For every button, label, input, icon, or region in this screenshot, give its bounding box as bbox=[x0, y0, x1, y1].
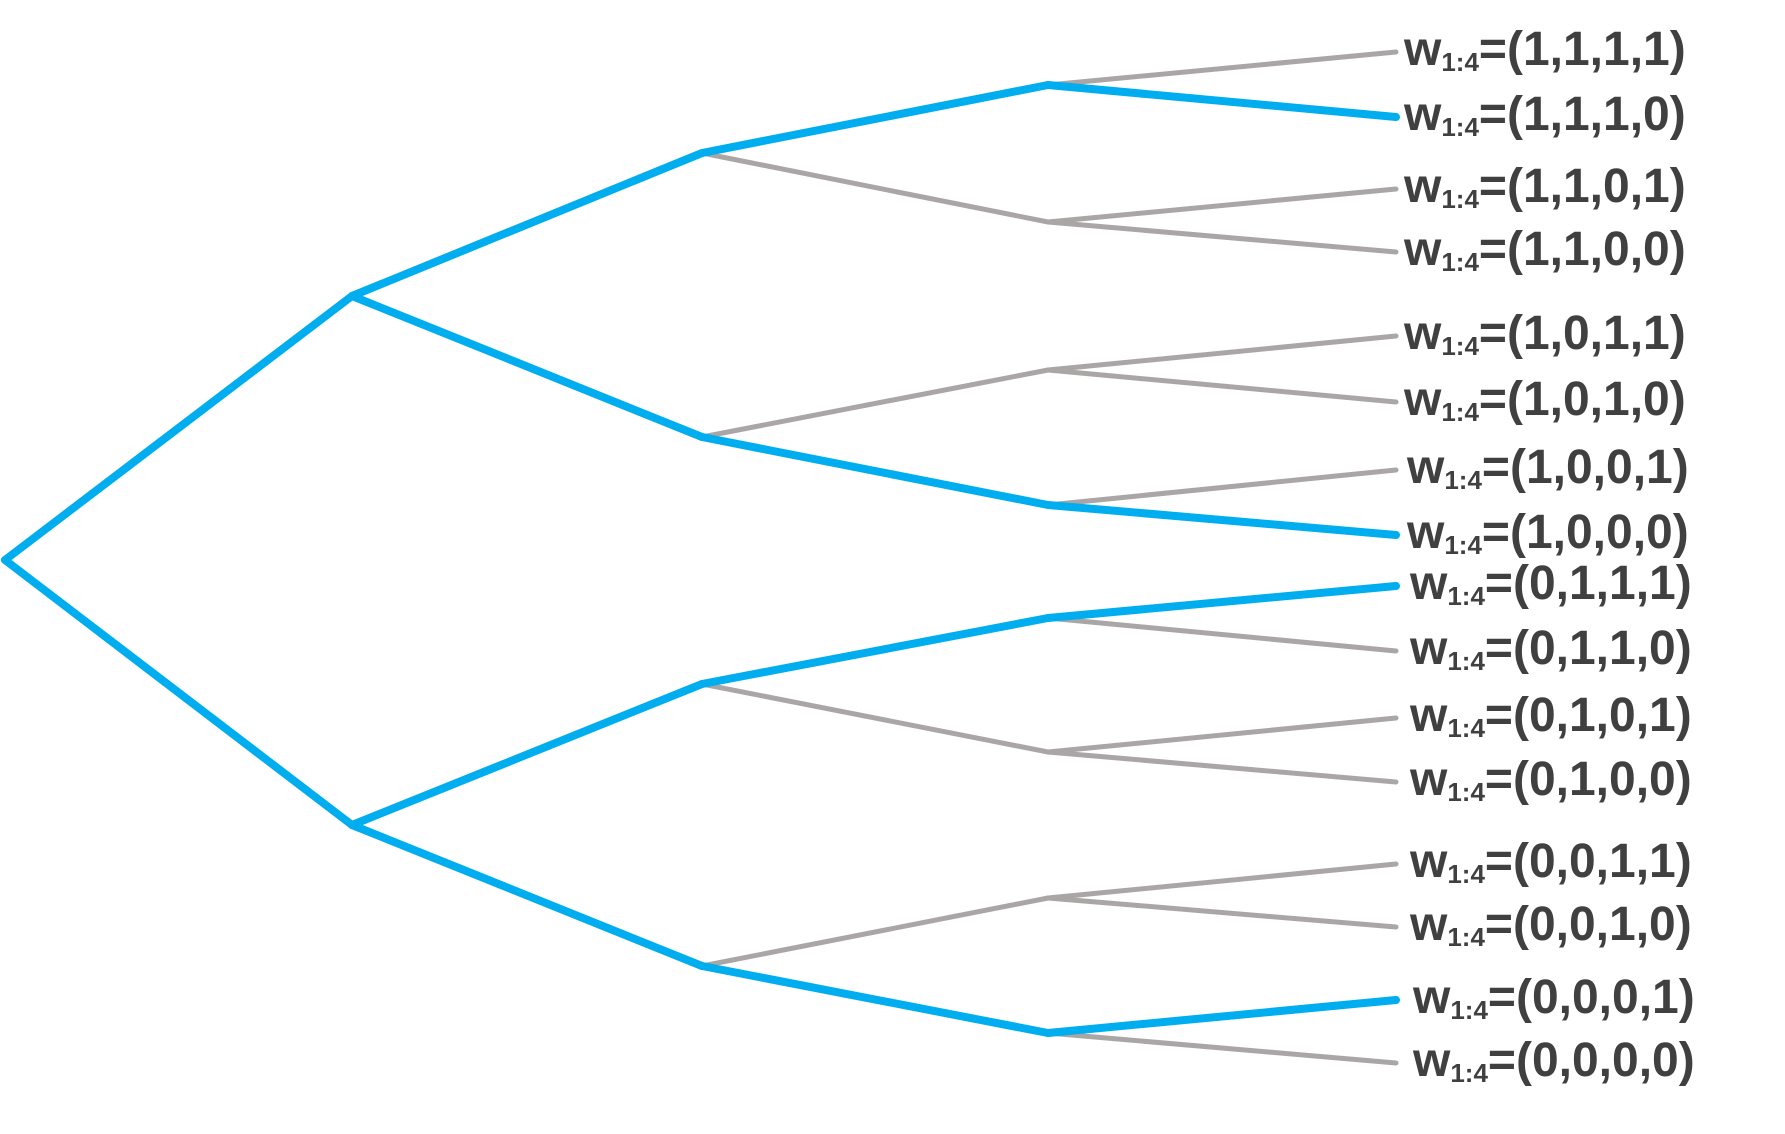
selected-tree-edge bbox=[348, 292, 706, 441]
tree-edge bbox=[1045, 186, 1399, 225]
tree-edge bbox=[1045, 49, 1399, 88]
selected-tree-edge bbox=[1, 292, 356, 564]
tree-edge bbox=[699, 150, 1051, 225]
leaf-label: w1:4=(0,1,0,0) bbox=[1410, 753, 1692, 808]
selected-tree-edge bbox=[698, 433, 1052, 509]
leaf-label: w1:4=(0,1,1,0) bbox=[1410, 622, 1692, 677]
selected-tree-edge bbox=[1044, 501, 1400, 539]
tree-edge bbox=[1045, 1030, 1399, 1066]
selected-tree-edge bbox=[698, 614, 1052, 688]
tree-edge bbox=[1045, 715, 1399, 755]
tree-edge bbox=[699, 681, 1051, 755]
leaf-label: w1:4=(1,0,0,1) bbox=[1407, 441, 1689, 496]
leaf-label: w1:4=(1,1,0,0) bbox=[1404, 223, 1686, 278]
selected-tree-edge bbox=[348, 680, 706, 829]
leaf-label: w1:4=(1,1,1,0) bbox=[1404, 88, 1686, 143]
selected-tree-edge bbox=[1044, 582, 1400, 622]
leaf-label: w1:4=(0,1,0,1) bbox=[1410, 689, 1692, 744]
tree-edge bbox=[1045, 895, 1399, 930]
leaf-label: w1:4=(1,0,1,1) bbox=[1404, 307, 1686, 362]
tree-edge bbox=[1045, 467, 1399, 508]
tree-edge bbox=[1045, 333, 1399, 373]
tree-edge bbox=[1045, 749, 1399, 785]
selected-tree-edge bbox=[348, 149, 706, 300]
tree-edge bbox=[699, 367, 1051, 440]
leaf-label: w1:4=(1,1,0,1) bbox=[1404, 160, 1686, 215]
leaf-label: w1:4=(0,0,1,0) bbox=[1410, 898, 1692, 953]
selected-tree-edge bbox=[1044, 81, 1400, 121]
leaf-label: w1:4=(0,0,0,1) bbox=[1413, 971, 1695, 1026]
tree-edge bbox=[1045, 219, 1399, 255]
tree-edge bbox=[1045, 615, 1399, 654]
tree-edge bbox=[699, 895, 1051, 969]
selected-tree-edge bbox=[348, 821, 706, 970]
selected-tree-edge bbox=[698, 81, 1052, 157]
leaf-label: w1:4=(0,0,1,1) bbox=[1410, 835, 1692, 890]
tree-edge bbox=[1045, 367, 1399, 405]
selected-tree-edge bbox=[1044, 996, 1400, 1037]
selected-tree-edge bbox=[1, 556, 356, 829]
selected-tree-edge bbox=[698, 962, 1052, 1037]
leaf-label: w1:4=(1,0,0,0) bbox=[1407, 506, 1689, 561]
leaf-label: w1:4=(1,0,1,0) bbox=[1404, 373, 1686, 428]
leaf-label: w1:4=(0,0,0,0) bbox=[1413, 1034, 1695, 1089]
leaf-label: w1:4=(0,1,1,1) bbox=[1410, 557, 1692, 612]
leaf-label: w1:4=(1,1,1,1) bbox=[1404, 23, 1686, 78]
tree-edge bbox=[1045, 861, 1399, 901]
